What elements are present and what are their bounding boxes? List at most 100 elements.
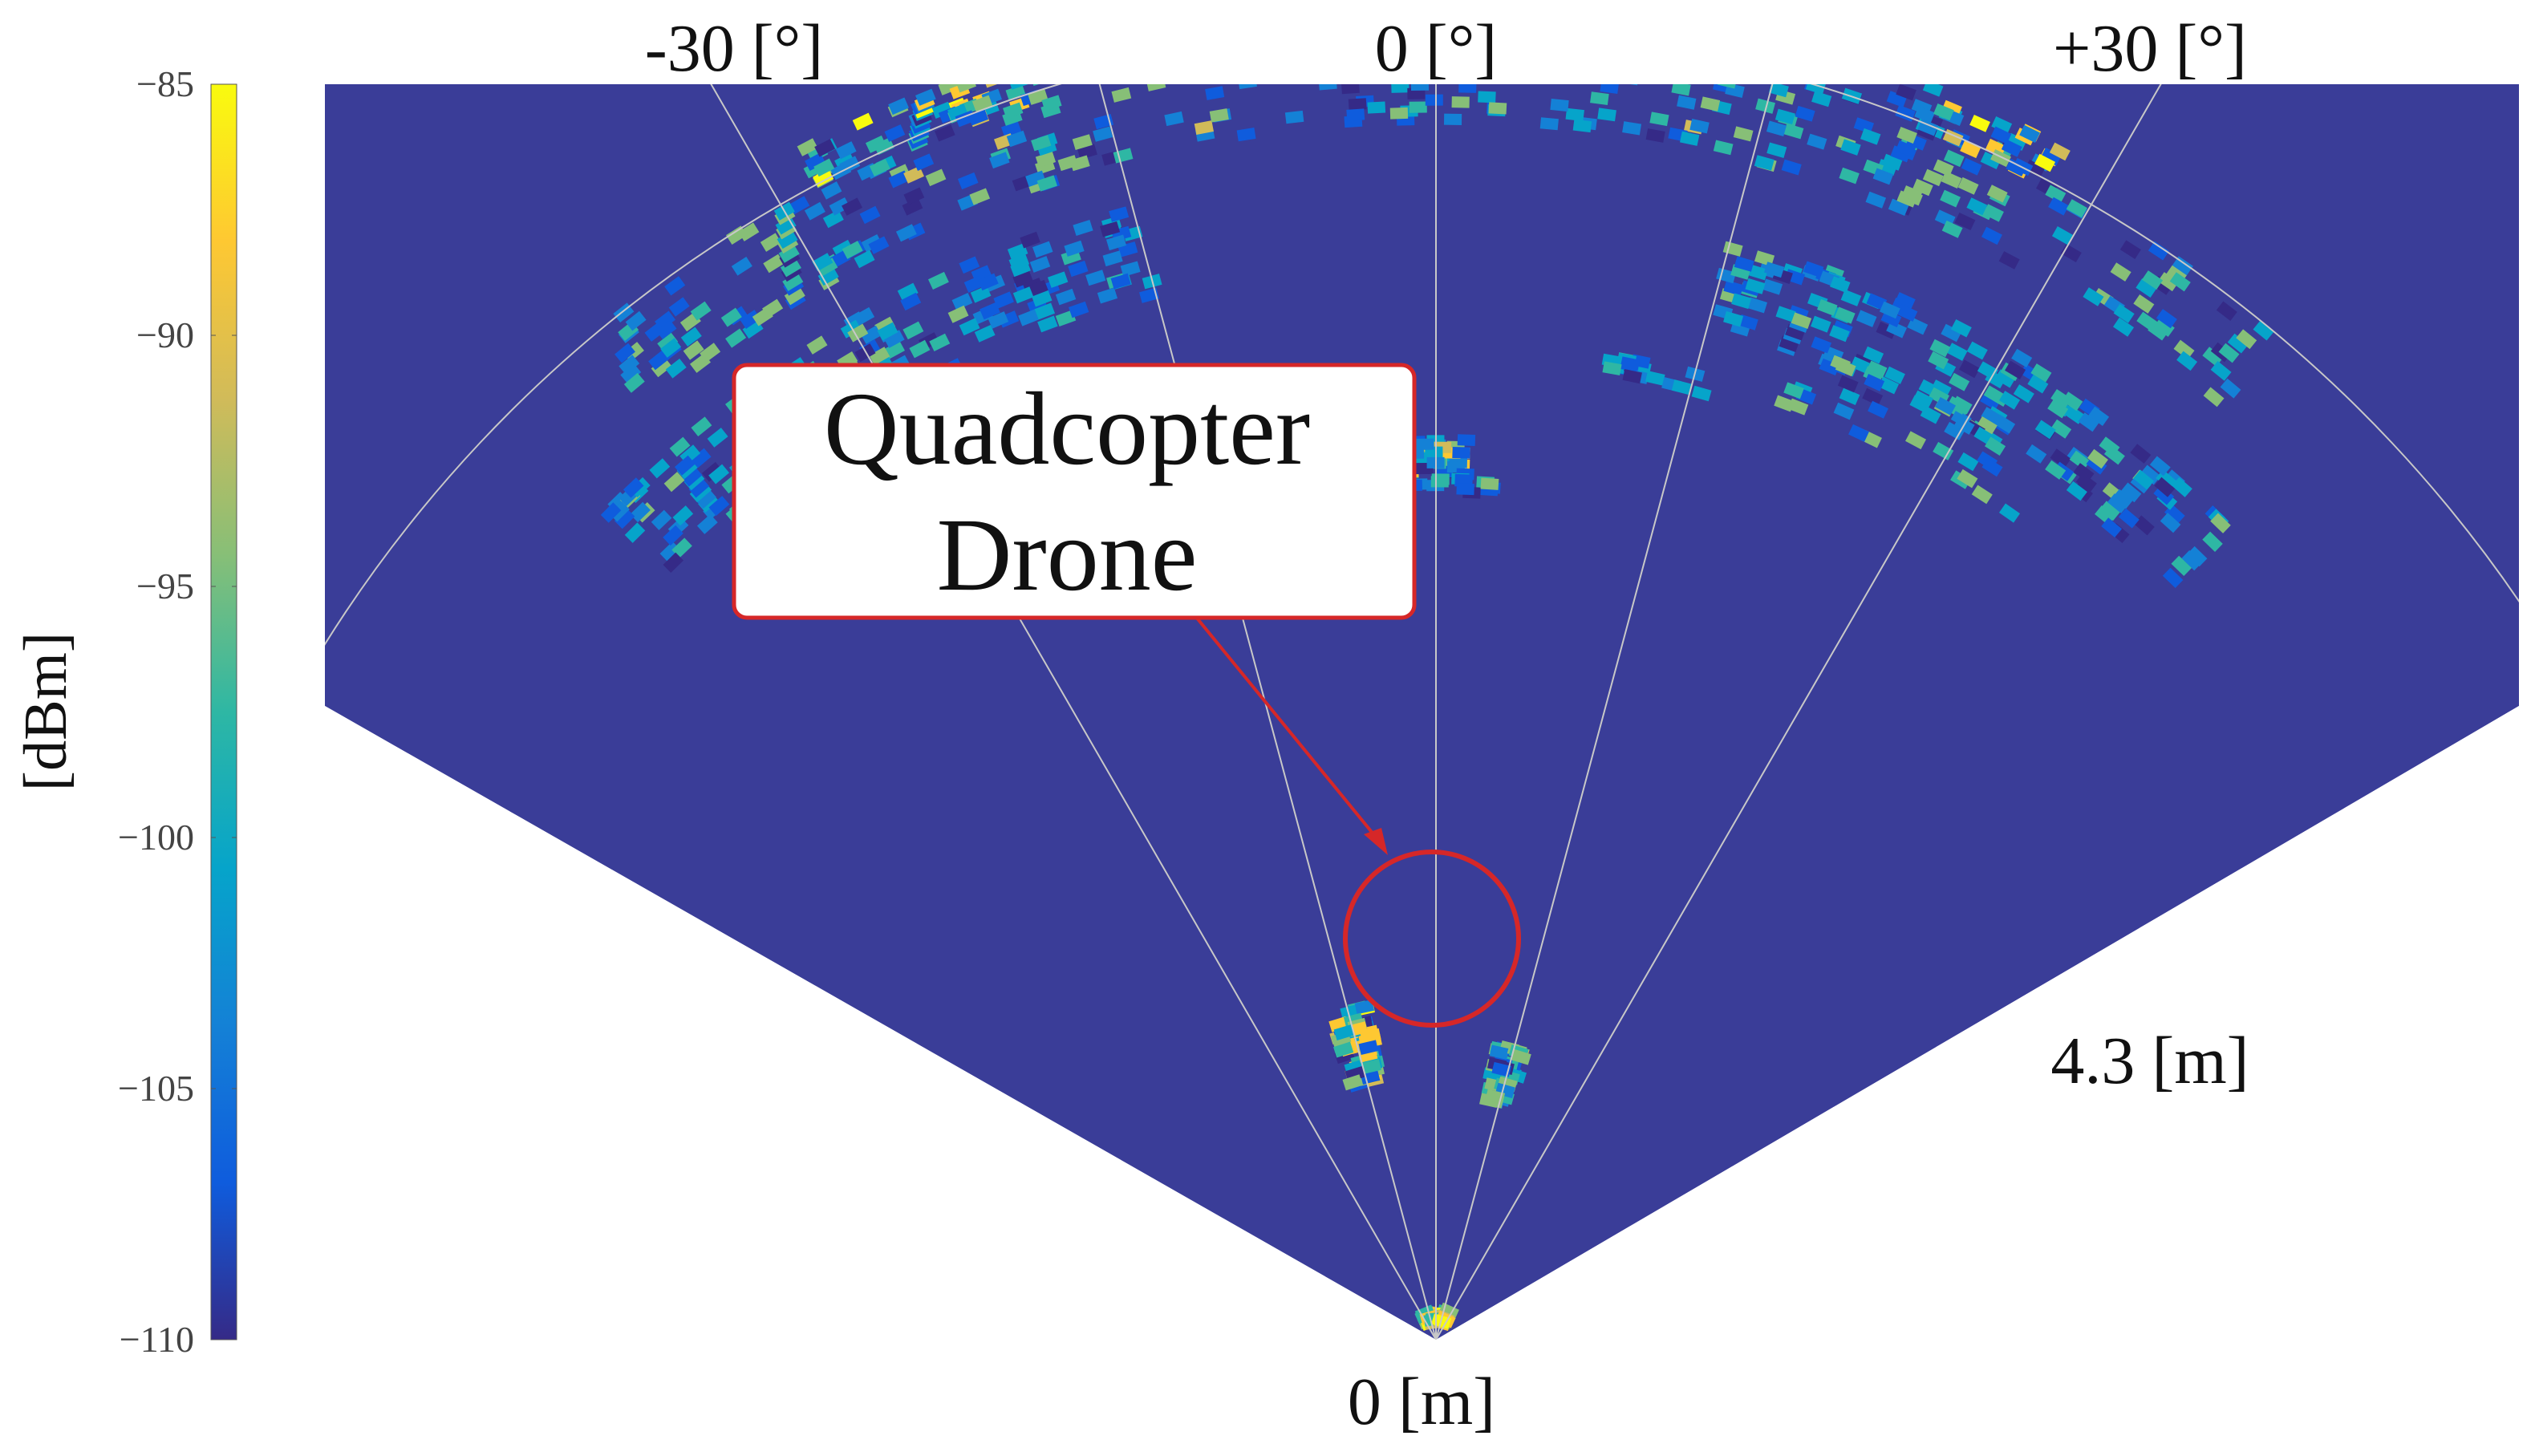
reflection-cell xyxy=(1660,17,1679,31)
reflection-cell xyxy=(1100,221,1121,237)
reflection-cell xyxy=(1622,369,1642,384)
reflection-cell xyxy=(955,84,977,93)
reflection-cell xyxy=(1669,46,1689,60)
reflection-cell xyxy=(1980,151,2002,170)
reflection-cell xyxy=(1946,395,1968,415)
reflection-cell xyxy=(1031,290,1053,307)
reflection-cell xyxy=(1620,356,1641,371)
reflection-cell xyxy=(2048,197,2070,216)
reflection-cell xyxy=(1036,175,1057,192)
reflection-cell xyxy=(1706,30,1726,44)
reflection-cell xyxy=(1912,390,1934,409)
reflection-cell xyxy=(2063,404,2085,424)
angle-axis: -30 [°] 0 [°] +30 [°] xyxy=(645,11,2247,86)
reflection-cell xyxy=(2113,317,2135,337)
reflection-cell xyxy=(1512,25,1531,37)
reflection-cell xyxy=(1353,31,1372,43)
reflection-cell xyxy=(1236,128,1256,142)
reflection-cell xyxy=(1943,149,1965,168)
reflection-cell xyxy=(1774,59,1794,75)
reflection-cell xyxy=(1835,359,1856,377)
reflection-cell xyxy=(1296,39,1314,52)
reflection-cell xyxy=(2162,567,2184,589)
reflection-cell xyxy=(1738,43,1758,58)
reflection-cell xyxy=(1510,1,1528,13)
reflection-cell xyxy=(671,537,692,558)
reflection-cell xyxy=(806,335,828,355)
reflection-cell xyxy=(778,244,800,263)
reflection-cell xyxy=(1247,39,1267,52)
reflection-cell xyxy=(1976,416,1998,436)
reflection-cell xyxy=(1085,43,1105,58)
reflection-cell xyxy=(1895,140,1916,158)
reflection-cell xyxy=(1946,343,1968,361)
reflection-cell xyxy=(1457,434,1476,446)
angle-gridline xyxy=(1435,84,2148,1340)
reflection-cell xyxy=(731,256,752,276)
reflection-cell xyxy=(970,285,992,303)
reflection-cell xyxy=(663,552,684,574)
reflection-cell xyxy=(2216,301,2237,321)
reflection-cell xyxy=(913,153,935,171)
reflection-cell xyxy=(1242,24,1261,38)
reflection-cell xyxy=(1499,2,1517,14)
reflection-cell xyxy=(760,233,781,252)
reflection-cell xyxy=(1894,292,1916,310)
reflection-cell xyxy=(1958,359,1980,379)
reflection-cell xyxy=(1211,46,1231,59)
reflection-cell xyxy=(1985,138,2006,156)
reflection-cell xyxy=(1451,96,1470,108)
reflection-cell xyxy=(1238,13,1257,26)
reflection-cell xyxy=(1933,159,1954,177)
range-ring xyxy=(325,84,2519,685)
reflection-cell xyxy=(1030,84,1051,87)
reflection-cell xyxy=(1425,94,1443,106)
reflection-cell xyxy=(1081,40,1101,55)
reflection-cell xyxy=(1600,84,1620,94)
reflection-cell xyxy=(1073,220,1093,237)
reflection-cell xyxy=(1745,278,1766,294)
reflection-cell xyxy=(1969,115,1990,132)
reflection-cell xyxy=(1349,15,1367,27)
reflection-cell xyxy=(1715,57,1735,72)
reflection-cell xyxy=(1109,206,1130,222)
reflection-cell xyxy=(1146,84,1166,91)
reflection-cell xyxy=(2030,363,2052,383)
reflection-cell xyxy=(1961,157,1982,176)
reflection-cell xyxy=(903,165,924,184)
reflection-cell xyxy=(1185,14,1204,28)
reflection-cell xyxy=(1008,84,1029,90)
reflection-cell xyxy=(817,266,839,286)
reflection-cell xyxy=(934,124,955,142)
reflection-cell xyxy=(1941,323,1962,343)
reflection-cell xyxy=(1047,271,1069,288)
colorbar: −85 −90 −95 −100 −105 −110 [dBm] xyxy=(12,63,237,1360)
reflection-cell xyxy=(2173,339,2195,360)
reflection-cell xyxy=(1650,4,1669,18)
reflection-cell xyxy=(2069,450,2091,470)
reflection-cell xyxy=(1966,341,1988,360)
reflection-cell xyxy=(725,225,748,245)
reflection-cell xyxy=(1677,95,1697,110)
reflection-cell xyxy=(1839,167,1860,185)
reflection-cell xyxy=(1983,204,2004,222)
reflection-cell xyxy=(1575,14,1593,26)
reflection-cell xyxy=(909,339,931,359)
reflection-cell xyxy=(1105,58,1126,73)
reflection-cell xyxy=(1102,250,1123,267)
reflection-cell xyxy=(1860,128,1881,145)
reflection-cell xyxy=(700,343,721,363)
colorbar-gradient xyxy=(210,83,237,1340)
reflection-cell xyxy=(947,103,968,121)
reflection-cell xyxy=(1981,457,2003,477)
reflection-cell xyxy=(2120,482,2142,503)
reflection-cell xyxy=(1882,153,1903,171)
reflection-cell xyxy=(1214,21,1233,34)
reflection-cell xyxy=(1063,62,1083,78)
reflection-cell xyxy=(1156,61,1175,75)
reflection-cell xyxy=(2134,515,2155,536)
reflection-cell xyxy=(1920,405,1941,424)
reflection-cell xyxy=(1283,39,1301,51)
reflection-cell xyxy=(986,60,1006,76)
reflection-cell xyxy=(2034,420,2056,440)
